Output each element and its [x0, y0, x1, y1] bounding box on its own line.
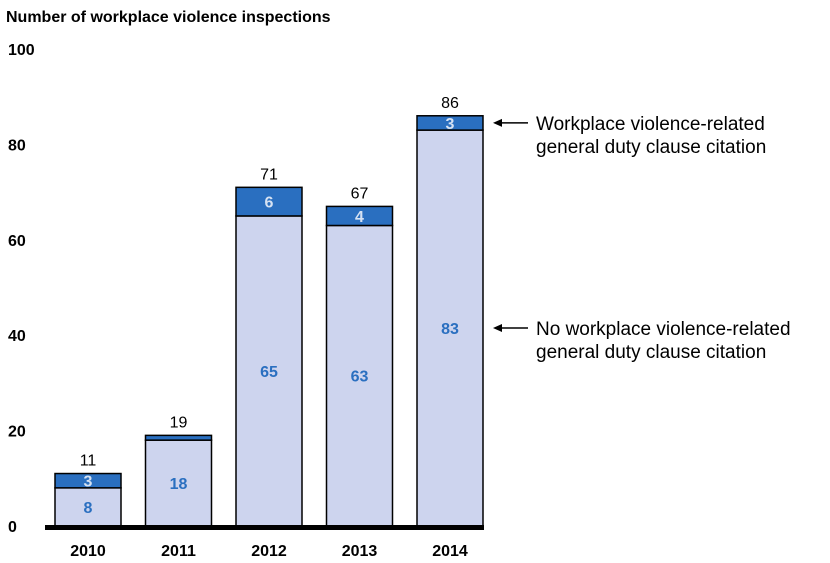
bar-total-label: 67: [351, 185, 369, 202]
bar-segment-no-citation: [235, 215, 303, 527]
segment-value-label: 6: [265, 195, 274, 212]
bar-segment-citation: [144, 434, 213, 441]
x-axis-baseline: [45, 525, 484, 530]
legend-label: No workplace violence-related: [536, 319, 791, 340]
bar-segment-citation: [416, 115, 484, 131]
y-tick-label: 40: [8, 328, 26, 345]
segment-value-label: 3: [84, 474, 93, 491]
chart-title: Number of workplace violence inspections: [6, 9, 331, 26]
x-tick-label: 2010: [70, 543, 106, 560]
x-tick-label: 2012: [251, 543, 287, 560]
segment-value-label: 18: [170, 476, 188, 493]
y-tick-label: 20: [8, 424, 26, 441]
segment-value-label: 4: [355, 209, 364, 226]
bar-segment-no-citation: [416, 129, 484, 527]
bar-total-label: 86: [441, 95, 459, 112]
y-tick-label: 60: [8, 233, 26, 250]
x-tick-label: 2011: [161, 543, 196, 560]
x-axis: 2010 2011 2012 2013 2014: [45, 525, 484, 560]
bar-total-label: 19: [170, 414, 188, 431]
x-tick-label: 2013: [342, 543, 378, 560]
segment-value-label: 65: [260, 364, 278, 381]
segment-value-label: 8: [84, 500, 93, 517]
segment-value-label: 63: [351, 369, 369, 386]
legend-arrowhead: [493, 324, 502, 333]
y-tick-label: 80: [8, 137, 26, 154]
legend-label: Workplace violence-related: [536, 114, 765, 135]
bar-segment-citation: [54, 472, 122, 489]
legend-arrowhead: [493, 118, 502, 127]
legend-label: general duty clause citation: [536, 342, 766, 363]
bar-segment-citation: [325, 205, 394, 227]
x-tick-label: 2014: [432, 543, 468, 560]
y-axis: 0 20 40 60 80 100: [8, 42, 35, 536]
bar-segment-no-citation: [54, 487, 122, 527]
y-tick-label: 0: [8, 519, 17, 536]
segment-value-label: 3: [446, 116, 455, 133]
segment-value-label: 83: [441, 321, 459, 338]
bar-total-label: 11: [80, 453, 97, 470]
bar-segment-citation: [235, 186, 303, 217]
y-tick-label: 100: [8, 42, 35, 59]
legend-label: general duty clause citation: [536, 137, 766, 158]
bar-total-label: 71: [260, 166, 278, 183]
